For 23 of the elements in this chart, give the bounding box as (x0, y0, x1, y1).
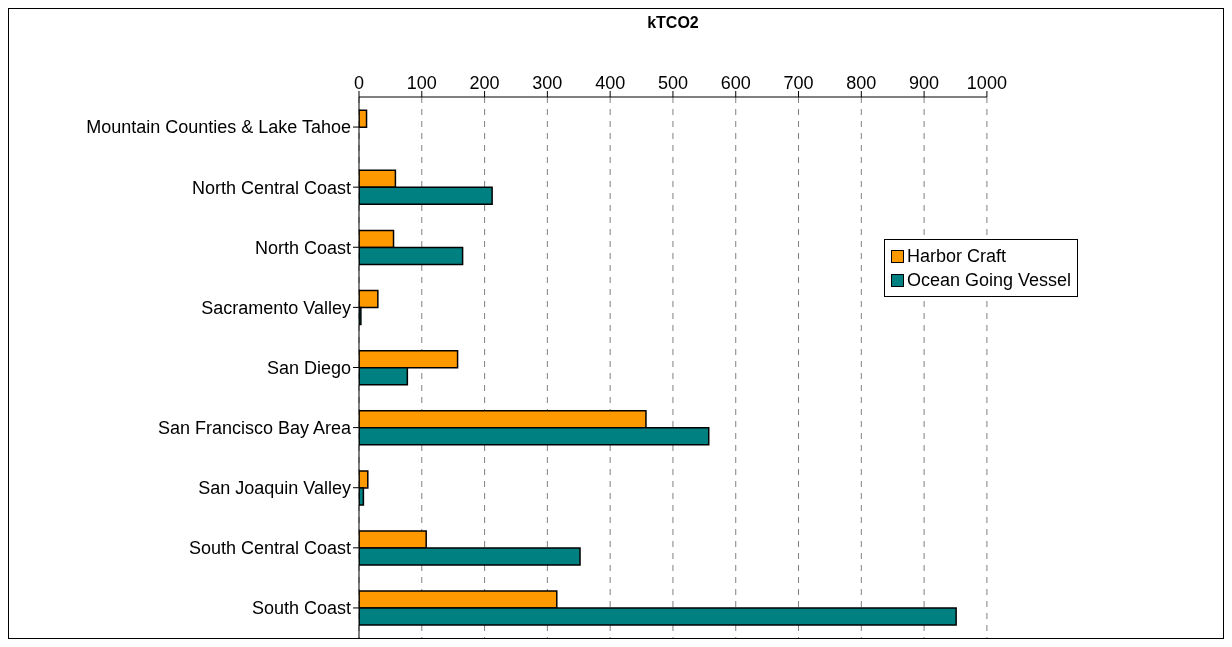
x-tick-label: 700 (783, 73, 814, 93)
x-tick-label: 1000 (966, 73, 1007, 93)
legend-label: Harbor Craft (906, 245, 1006, 268)
x-tick-label: 100 (406, 73, 437, 93)
y-tick-label: San Joaquin Valley (198, 478, 351, 499)
y-tick-label: North Central Coast (191, 177, 351, 198)
y-tick-label: San Francisco Bay Area (157, 418, 352, 438)
y-tick-label: Mountain Counties & Lake Tahoe (86, 117, 351, 138)
x-tick-label: 400 (595, 73, 626, 93)
x-tick-label: 200 (469, 73, 500, 93)
y-tick-label: South Central Coast (188, 538, 351, 559)
x-tick-label: 300 (532, 73, 563, 93)
legend-label: Ocean Going Vessel (906, 269, 1071, 292)
y-tick-label: North Coast (254, 237, 351, 258)
y-tick-label: South Coast (251, 598, 351, 619)
x-axis-title: kTCO2 (647, 14, 699, 32)
x-tick-label: 800 (846, 73, 877, 93)
y-tick-label: Sacramento Valley (201, 297, 351, 318)
x-tick-label: 0 (353, 73, 365, 93)
y-tick-label: San Diego (266, 357, 351, 378)
x-tick-label: 500 (657, 73, 688, 93)
x-tick-label: 600 (720, 73, 751, 93)
x-tick-label: 900 (909, 73, 940, 93)
